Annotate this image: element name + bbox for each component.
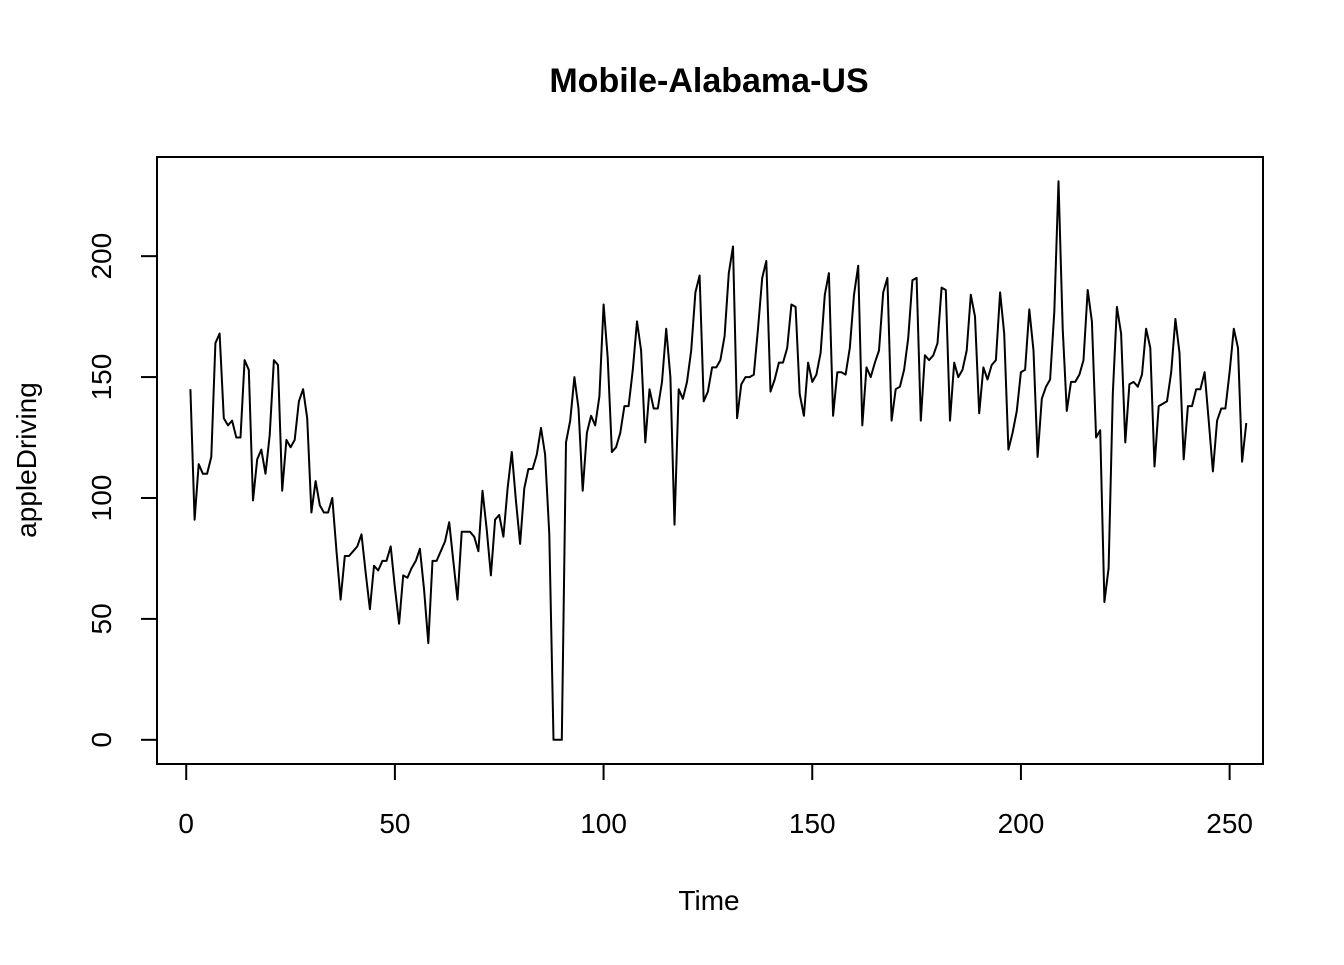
- y-tick-label: 0: [86, 732, 117, 748]
- chart-title: Mobile-Alabama-US: [549, 62, 868, 100]
- y-axis: 0 50 100 150 200: [86, 233, 158, 748]
- plot-frame: [156, 156, 1264, 765]
- x-tick-label: 150: [789, 808, 836, 839]
- x-axis-label: Time: [678, 885, 739, 916]
- y-tick-label: 50: [86, 603, 117, 634]
- series-line: [189, 180, 1248, 741]
- x-tick-label: 250: [1206, 808, 1253, 839]
- x-tick-label: 200: [998, 808, 1045, 839]
- x-tick-label: 50: [379, 808, 410, 839]
- x-tick-label: 100: [580, 808, 627, 839]
- y-tick-label: 200: [86, 233, 117, 280]
- x-axis: 0 50 100 150 200 250: [178, 763, 1253, 839]
- y-tick-label: 100: [86, 475, 117, 522]
- x-tick-label: 0: [178, 808, 194, 839]
- y-tick-label: 150: [86, 354, 117, 401]
- y-axis-label: appleDriving: [11, 382, 42, 538]
